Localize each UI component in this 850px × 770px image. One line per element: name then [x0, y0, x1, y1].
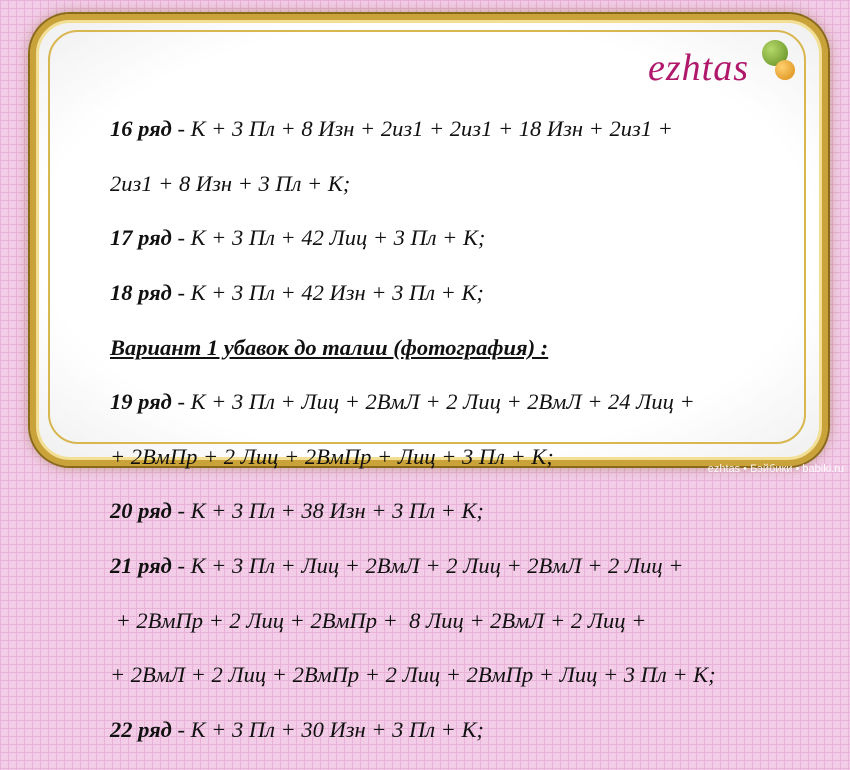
- line: 21 ряд - К + 3 Пл + Лиц + 2ВмЛ + 2 Лиц +…: [110, 552, 716, 579]
- row-label: 20 ряд: [110, 498, 172, 524]
- row-text: + 2ВмПр + 2 Лиц + 2ВмПр + 8 Лиц + 2ВмЛ +…: [110, 607, 647, 633]
- line: + 2ВмПр + 2 Лиц + 2ВмПр + Лиц + 3 Пл + К…: [110, 443, 716, 470]
- line: Вариант 1 убавок до талии (фотография) :: [110, 334, 716, 361]
- row-text: - К + 3 Пл + 30 Изн + 3 Пл + К;: [171, 716, 484, 742]
- row-label: 22 ряд: [110, 716, 172, 742]
- line: + 2ВмПр + 2 Лиц + 2ВмПр + 8 Лиц + 2ВмЛ +…: [110, 607, 716, 634]
- line: 16 ряд - К + 3 Пл + 8 Изн + 2из1 + 2из1 …: [110, 115, 716, 142]
- row-label: 17 ряд: [110, 225, 172, 251]
- row-text: - К + 3 Пл + 38 Изн + 3 Пл + К;: [171, 498, 484, 524]
- variant-heading: Вариант 1 убавок до талии (фотография) :: [110, 334, 549, 360]
- logo: ezhtas: [648, 47, 749, 89]
- row-text: - К + 3 Пл + 42 Изн + 3 Пл + К;: [171, 280, 484, 306]
- row-text: 2из1 + 8 Изн + 3 Пл + К;: [110, 170, 351, 196]
- line: 19 ряд - К + 3 Пл + Лиц + 2ВмЛ + 2 Лиц +…: [110, 388, 716, 415]
- row-label: 16 ряд: [110, 116, 172, 142]
- row-text: - К + 3 Пл + Лиц + 2ВмЛ + 2 Лиц + 2ВмЛ +…: [171, 553, 684, 579]
- row-text: - К + 3 Пл + 8 Изн + 2из1 + 2из1 + 18 Из…: [171, 116, 673, 142]
- row-text: - К + 3 Пл + Лиц + 2ВмЛ + 2 Лиц + 2ВмЛ +…: [171, 389, 695, 415]
- watermark: ezhtas • Бэйбики • babiki.ru: [707, 463, 844, 475]
- line: 22 ряд - К + 3 Пл + 30 Изн + 3 Пл + К;: [110, 716, 716, 743]
- row-label: 19 ряд: [110, 389, 172, 415]
- line: 20 ряд - К + 3 Пл + 38 Изн + 3 Пл + К;: [110, 497, 716, 524]
- golden-frame: [30, 14, 828, 466]
- yarn-ball-icon: [775, 60, 795, 80]
- line: 18 ряд - К + 3 Пл + 42 Изн + 3 Пл + К;: [110, 279, 716, 306]
- knitting-instructions: 16 ряд - К + 3 Пл + 8 Изн + 2из1 + 2из1 …: [110, 88, 716, 770]
- row-text: + 2ВмПр + 2 Лиц + 2ВмПр + Лиц + 3 Пл + К…: [110, 443, 554, 469]
- row-label: 18 ряд: [110, 280, 172, 306]
- line: 17 ряд - К + 3 Пл + 42 Лиц + 3 Пл + К;: [110, 224, 716, 251]
- row-text: + 2ВмЛ + 2 Лиц + 2ВмПр + 2 Лиц + 2ВмПр +…: [110, 662, 716, 688]
- row-label: 21 ряд: [110, 553, 172, 579]
- line: + 2ВмЛ + 2 Лиц + 2ВмПр + 2 Лиц + 2ВмПр +…: [110, 661, 716, 688]
- inner-frame: [48, 30, 806, 444]
- row-text: - К + 3 Пл + 42 Лиц + 3 Пл + К;: [171, 225, 486, 251]
- line: 2из1 + 8 Изн + 3 Пл + К;: [110, 170, 716, 197]
